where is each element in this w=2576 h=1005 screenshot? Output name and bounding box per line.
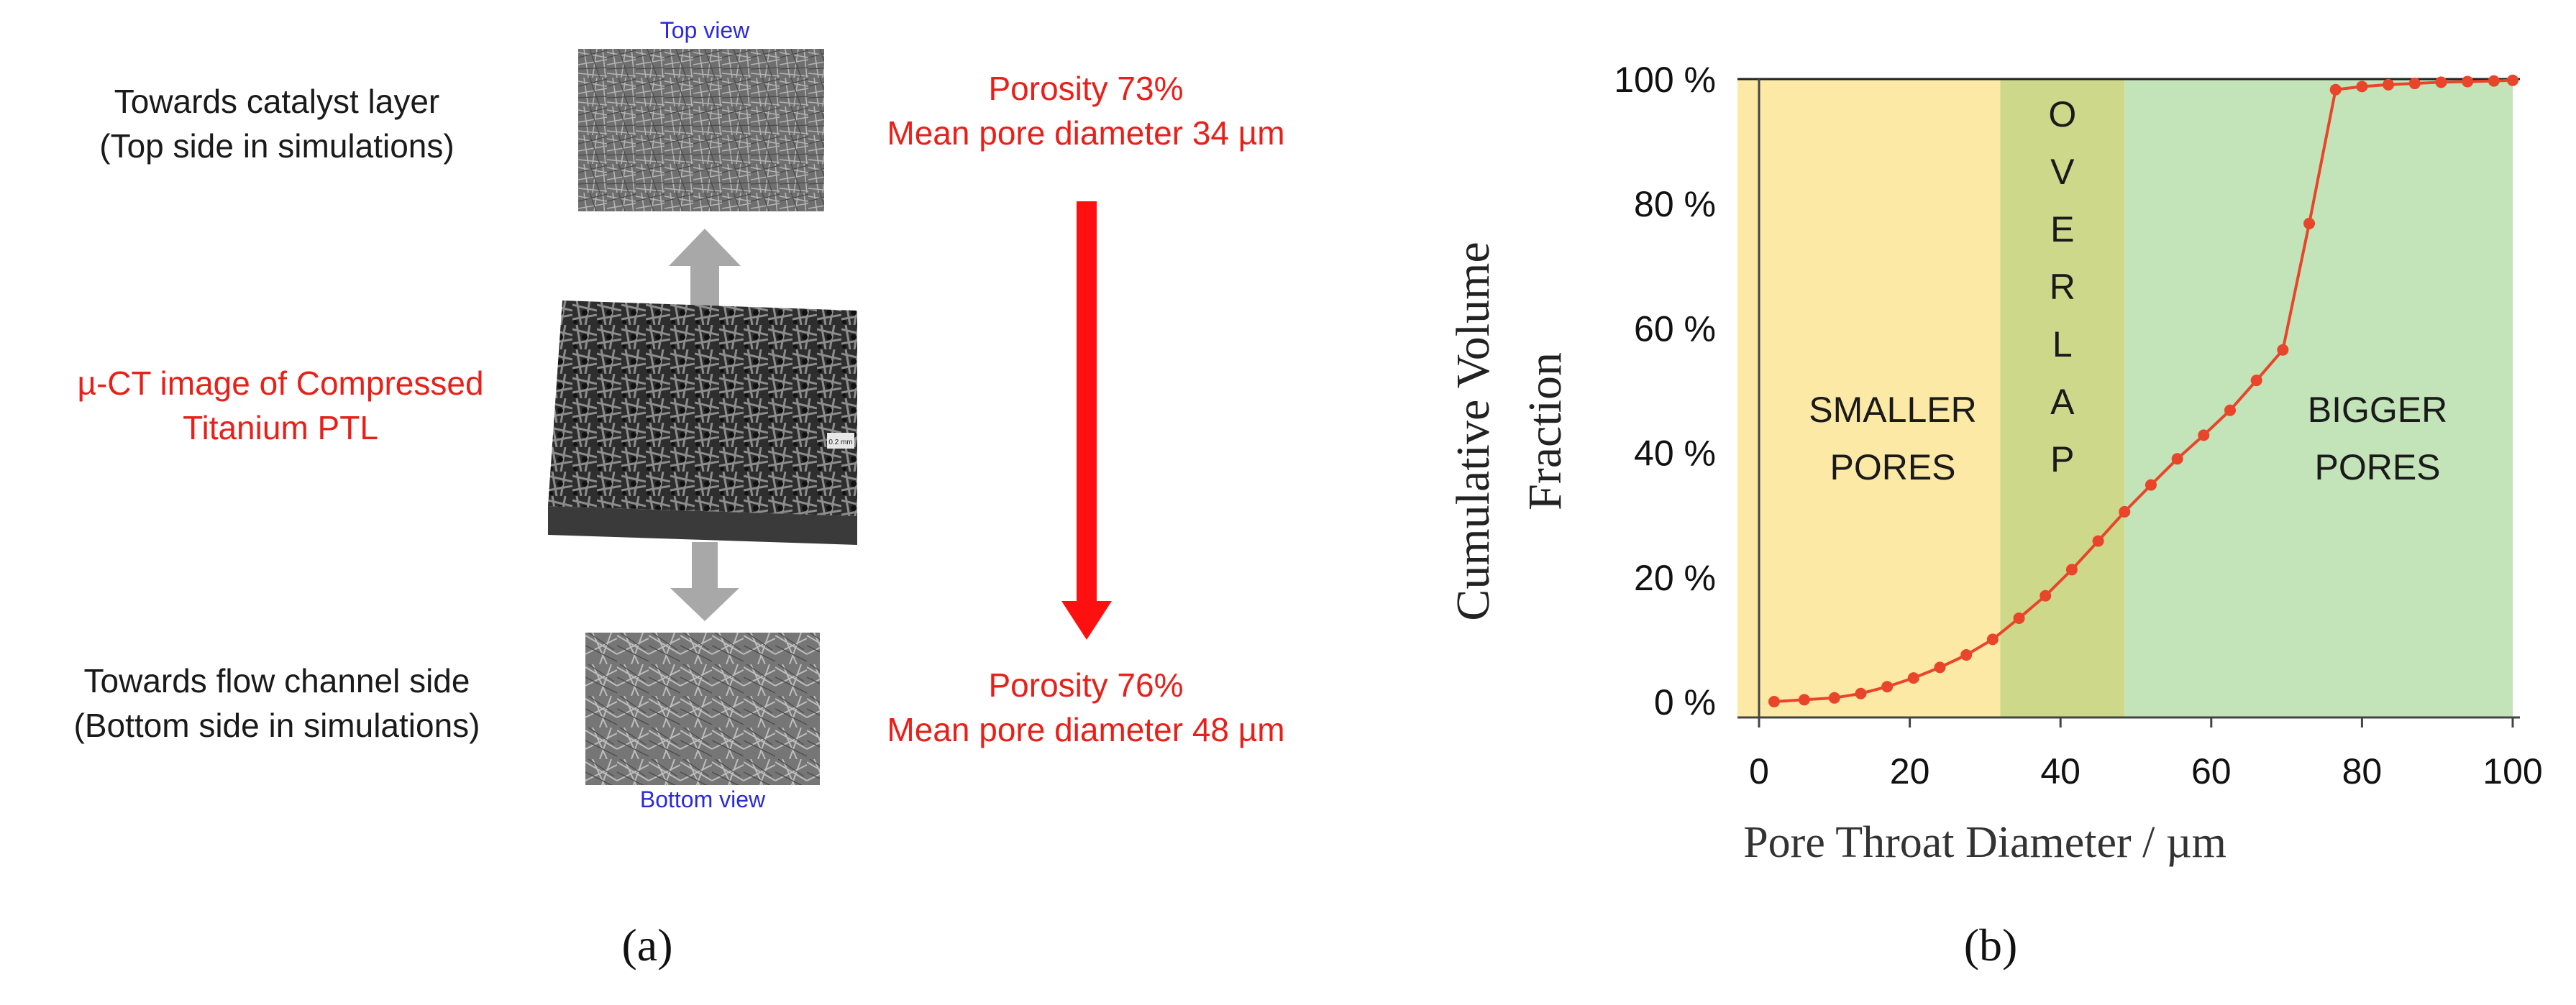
data-point bbox=[2356, 81, 2368, 93]
data-point bbox=[2171, 453, 2183, 465]
overlap-letter: E bbox=[2050, 209, 2074, 249]
x-axis-label: Pore Throat Diameter / µm bbox=[1743, 818, 2226, 867]
ct-line1: µ-CT image of Compressed bbox=[77, 364, 484, 402]
y-tick-label: 40 % bbox=[1634, 433, 1716, 474]
overlap-letter: O bbox=[2048, 94, 2076, 134]
chart-axes: 0 % 20 % 40 % 60 % 80 % 100 % 0 20 40 60 80 100 bbox=[1614, 60, 2543, 791]
data-point bbox=[2507, 74, 2518, 86]
scale-bar-label: 0.2 mm bbox=[828, 439, 852, 446]
data-point bbox=[2435, 76, 2447, 88]
y-tick-label: 100 % bbox=[1614, 60, 1716, 100]
data-point bbox=[2040, 589, 2052, 602]
bottom-side-line1: Towards flow channel side bbox=[83, 662, 470, 699]
overlap-letter: V bbox=[2050, 152, 2075, 192]
data-point bbox=[2329, 83, 2342, 96]
bottom-porosity: Porosity 76% bbox=[988, 666, 1184, 704]
data-point bbox=[1828, 692, 1840, 704]
bottom-pore-diameter: Mean pore diameter 48 µm bbox=[887, 711, 1285, 748]
top-porosity: Porosity 73% bbox=[988, 70, 1184, 107]
data-point bbox=[1934, 661, 1946, 674]
data-point bbox=[2488, 75, 2500, 87]
top-side-line1: Towards catalyst layer bbox=[114, 83, 440, 120]
x-tick-label: 20 bbox=[1890, 751, 1930, 791]
y-axis-label-line2: Fraction bbox=[1519, 352, 1571, 510]
overlap-letter: P bbox=[2050, 439, 2074, 479]
data-point bbox=[2408, 78, 2421, 90]
x-tick-label: 0 bbox=[1749, 751, 1769, 791]
data-point bbox=[2013, 612, 2025, 624]
down-arrow bbox=[670, 542, 739, 621]
x-tick-label: 60 bbox=[2191, 751, 2232, 791]
panel-a-caption: (a) bbox=[621, 919, 673, 970]
data-point bbox=[2145, 479, 2157, 491]
data-point bbox=[1960, 649, 1973, 661]
x-tick-label: 80 bbox=[2342, 751, 2383, 791]
data-point bbox=[2277, 344, 2289, 356]
y-tick-label: 20 % bbox=[1634, 558, 1716, 598]
data-point bbox=[1881, 681, 1894, 693]
bottom-stats: Porosity 76% Mean pore diameter 48 µm bbox=[834, 663, 1338, 752]
data-point bbox=[1907, 672, 1919, 684]
y-tick-label: 80 % bbox=[1634, 184, 1716, 224]
top-view-label: Top view bbox=[659, 17, 750, 43]
top-pore-diameter: Mean pore diameter 34 µm bbox=[887, 114, 1285, 152]
overlap-letter: A bbox=[2050, 382, 2075, 422]
data-point bbox=[2119, 505, 2131, 518]
bottom-view-image bbox=[585, 633, 820, 785]
y-tick-label: 0 % bbox=[1654, 682, 1716, 722]
data-point bbox=[1986, 633, 1999, 646]
data-point bbox=[1855, 687, 1867, 699]
up-arrow bbox=[669, 229, 741, 349]
data-point bbox=[2224, 404, 2236, 416]
x-tick-label: 40 bbox=[2040, 751, 2081, 791]
y-tick-label: 60 % bbox=[1634, 308, 1716, 349]
panel-b-caption: (b) bbox=[1963, 919, 2018, 970]
region-smaller-line1: SMALLER bbox=[1809, 390, 1976, 430]
chart-regions bbox=[1737, 79, 2513, 717]
data-point bbox=[1798, 694, 1810, 706]
top-side-line2: (Top side in simulations) bbox=[99, 127, 455, 165]
data-point bbox=[2250, 375, 2262, 387]
top-stats: Porosity 73% Mean pore diameter 34 µm bbox=[834, 66, 1338, 155]
data-point bbox=[2303, 217, 2316, 229]
bottom-view-label: Bottom view bbox=[639, 786, 766, 812]
data-point bbox=[2462, 75, 2474, 88]
ct-line2: Titanium PTL bbox=[183, 409, 378, 446]
red-down-arrow bbox=[1061, 201, 1112, 640]
region-bigger-pores bbox=[2124, 79, 2513, 717]
chart-series bbox=[1768, 74, 2518, 707]
x-tick-label: 100 bbox=[2483, 751, 2542, 791]
region-bigger-line2: PORES bbox=[2314, 447, 2440, 487]
data-point bbox=[2092, 535, 2104, 547]
bottom-side-line2: (Bottom side in simulations) bbox=[73, 707, 480, 744]
overlap-letter: L bbox=[2052, 324, 2073, 364]
top-side-label: Towards catalyst layer (Top side in simu… bbox=[22, 79, 532, 168]
bottom-side-label: Towards flow channel side (Bottom side i… bbox=[7, 658, 547, 748]
region-overlap bbox=[2000, 79, 2125, 717]
ct-label: µ-CT image of Compressed Titanium PTL bbox=[29, 361, 532, 450]
top-view-image bbox=[578, 49, 824, 211]
data-point bbox=[2065, 564, 2078, 576]
data-point bbox=[2383, 78, 2395, 91]
ct-image: 0.2 mm bbox=[548, 300, 857, 545]
overlap-letter: R bbox=[2050, 267, 2075, 307]
region-smaller-line2: PORES bbox=[1830, 447, 1955, 487]
y-axis-label-line1: Cumulative Volume bbox=[1447, 242, 1499, 620]
region-bigger-line1: BIGGER bbox=[2308, 390, 2447, 430]
data-point bbox=[2198, 429, 2210, 441]
region-smaller-pores bbox=[1737, 79, 2001, 717]
data-point bbox=[1768, 696, 1780, 707]
